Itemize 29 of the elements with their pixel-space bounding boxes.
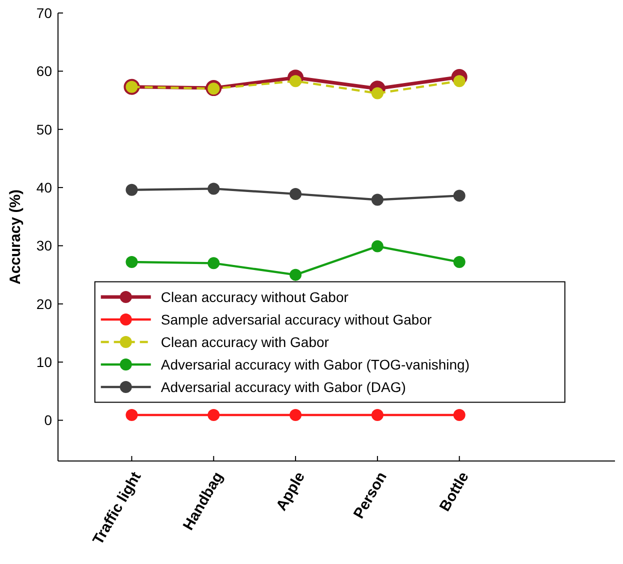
y-tick-label: 40	[36, 179, 52, 196]
y-tick-label: 70	[36, 4, 52, 21]
point	[208, 409, 220, 422]
y-tick-label: 10	[36, 354, 52, 370]
point	[290, 409, 302, 422]
point	[371, 240, 384, 252]
point	[290, 268, 302, 281]
legend-label: Sample adversarial accuracy without Gabor	[160, 311, 432, 328]
y-tick-label: 60	[36, 63, 52, 80]
point	[126, 409, 138, 422]
point	[453, 256, 466, 268]
y-tick-label: 0	[44, 412, 52, 428]
legend-label: Clean accuracy with Gabor	[160, 334, 330, 350]
y-tick-label: 50	[36, 121, 52, 138]
legend-label: Adversarial accuracy with Gabor (TOG-vanishing)	[160, 356, 470, 372]
point	[126, 256, 138, 268]
legend-label: Adversarial accuracy with Gabor (DAG)	[160, 378, 406, 395]
point	[453, 409, 466, 422]
point	[453, 190, 466, 202]
point	[208, 257, 220, 270]
point	[126, 184, 138, 196]
y-axis-title: Accuracy (%)	[7, 189, 24, 285]
legend-label: Clean accuracy without Gabor	[160, 288, 349, 305]
point	[208, 182, 220, 195]
point	[290, 188, 302, 200]
point	[371, 194, 384, 206]
y-tick-label: 20	[36, 296, 52, 312]
point	[371, 409, 384, 422]
y-tick-label: 30	[36, 238, 52, 254]
